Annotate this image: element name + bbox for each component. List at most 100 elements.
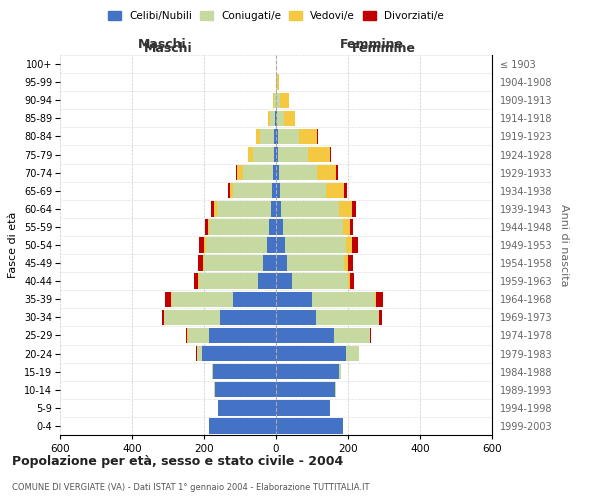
Bar: [211, 201, 214, 216]
Bar: [205, 238, 206, 252]
Bar: [335, 382, 336, 398]
Bar: [350, 274, 354, 289]
Bar: [334, 328, 370, 343]
Bar: [278, 147, 308, 162]
Bar: [263, 256, 276, 271]
Bar: [206, 238, 267, 252]
Bar: [274, 147, 276, 162]
Y-axis label: Fasce di età: Fasce di età: [8, 212, 19, 278]
Bar: [217, 201, 271, 216]
Text: Maschi: Maschi: [137, 38, 187, 51]
Text: Femmine: Femmine: [352, 42, 416, 55]
Bar: [339, 364, 341, 380]
Bar: [197, 346, 202, 362]
Bar: [218, 400, 276, 415]
Bar: [344, 256, 348, 271]
Bar: [260, 128, 274, 144]
Bar: [276, 165, 279, 180]
Bar: [171, 292, 172, 307]
Bar: [276, 183, 280, 198]
Bar: [276, 238, 285, 252]
Bar: [375, 292, 376, 307]
Bar: [188, 328, 209, 343]
Bar: [233, 183, 272, 198]
Y-axis label: Anni di nascita: Anni di nascita: [559, 204, 569, 286]
Bar: [308, 147, 330, 162]
Bar: [330, 147, 331, 162]
Bar: [339, 201, 352, 216]
Bar: [283, 219, 343, 234]
Bar: [273, 165, 276, 180]
Bar: [212, 364, 213, 380]
Bar: [164, 310, 220, 325]
Bar: [274, 92, 275, 108]
Bar: [271, 201, 276, 216]
Bar: [276, 346, 346, 362]
Bar: [230, 183, 233, 198]
Bar: [277, 110, 284, 126]
Bar: [276, 256, 287, 271]
Bar: [317, 165, 337, 180]
Bar: [258, 274, 276, 289]
Bar: [277, 92, 280, 108]
Bar: [287, 256, 344, 271]
Bar: [284, 110, 295, 126]
Bar: [242, 165, 273, 180]
Bar: [343, 219, 350, 234]
Bar: [209, 219, 269, 234]
Bar: [213, 364, 276, 380]
Bar: [214, 201, 217, 216]
Bar: [270, 110, 275, 126]
Bar: [326, 183, 344, 198]
Text: COMUNE DI VERGIATE (VA) - Dati ISTAT 1° gennaio 2004 - Elaborazione TUTTITALIA.I: COMUNE DI VERGIATE (VA) - Dati ISTAT 1° …: [12, 483, 370, 492]
Bar: [276, 328, 334, 343]
Bar: [276, 201, 281, 216]
Bar: [172, 292, 233, 307]
Bar: [312, 292, 375, 307]
Bar: [276, 364, 339, 380]
Bar: [275, 110, 276, 126]
Bar: [276, 382, 335, 398]
Bar: [209, 418, 276, 434]
Bar: [376, 292, 383, 307]
Bar: [220, 310, 276, 325]
Bar: [204, 256, 263, 271]
Bar: [299, 128, 317, 144]
Bar: [276, 110, 277, 126]
Bar: [337, 165, 338, 180]
Bar: [276, 274, 292, 289]
Bar: [166, 292, 171, 307]
Bar: [237, 165, 242, 180]
Bar: [215, 382, 276, 398]
Bar: [236, 165, 237, 180]
Bar: [248, 147, 253, 162]
Bar: [277, 74, 278, 90]
Bar: [316, 310, 379, 325]
Bar: [276, 219, 283, 234]
Text: Popolazione per età, sesso e stato civile - 2004: Popolazione per età, sesso e stato civil…: [12, 455, 343, 468]
Bar: [379, 310, 382, 325]
Legend: Celibi/Nubili, Coniugati/e, Vedovi/e, Divorziati/e: Celibi/Nubili, Coniugati/e, Vedovi/e, Di…: [105, 8, 447, 24]
Bar: [272, 183, 276, 198]
Bar: [267, 238, 276, 252]
Bar: [256, 128, 260, 144]
Bar: [203, 256, 204, 271]
Bar: [276, 310, 316, 325]
Bar: [344, 183, 347, 198]
Bar: [198, 274, 199, 289]
Bar: [268, 110, 270, 126]
Bar: [202, 346, 276, 362]
Bar: [253, 147, 274, 162]
Bar: [273, 92, 274, 108]
Bar: [269, 219, 276, 234]
Text: Maschi: Maschi: [143, 42, 193, 55]
Bar: [197, 256, 203, 271]
Bar: [209, 328, 276, 343]
Bar: [281, 201, 339, 216]
Bar: [276, 400, 330, 415]
Bar: [346, 238, 352, 252]
Bar: [208, 219, 209, 234]
Text: Femmine: Femmine: [340, 38, 404, 51]
Bar: [370, 328, 371, 343]
Bar: [279, 165, 317, 180]
